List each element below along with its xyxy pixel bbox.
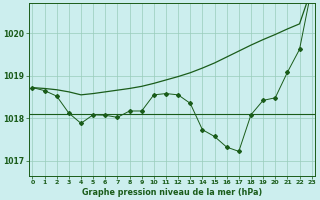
X-axis label: Graphe pression niveau de la mer (hPa): Graphe pression niveau de la mer (hPa) bbox=[82, 188, 262, 197]
